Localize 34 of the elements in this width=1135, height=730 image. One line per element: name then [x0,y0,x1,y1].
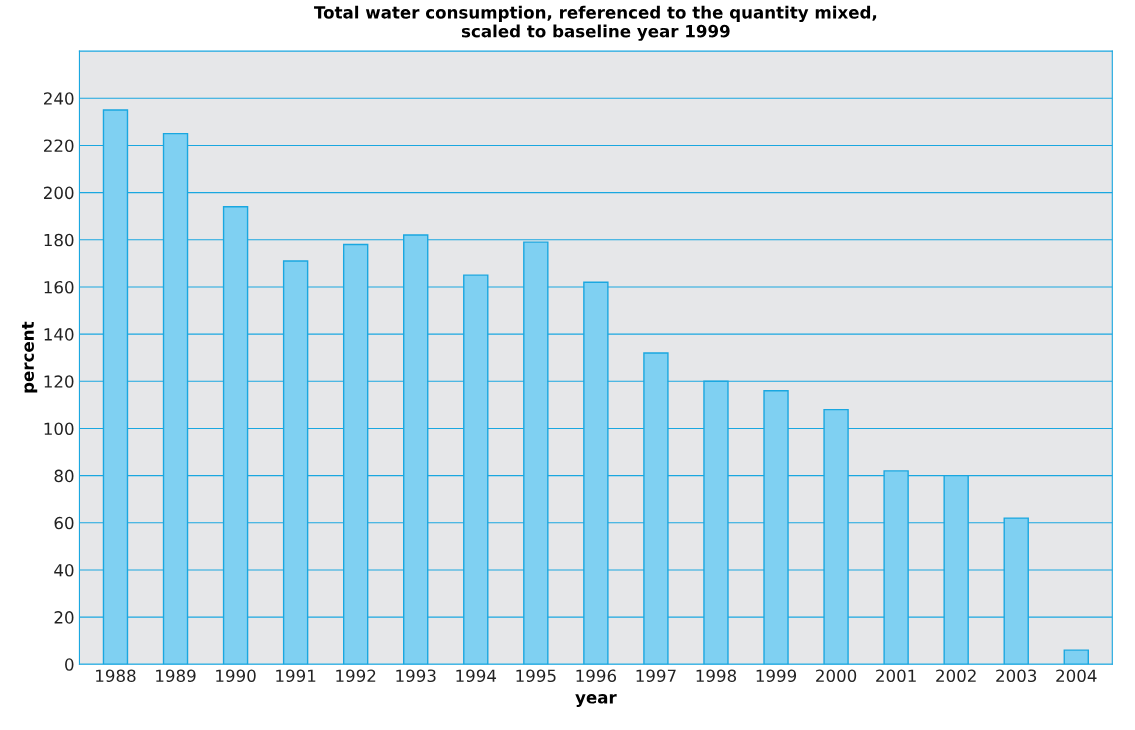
x-tick-label: 1995 [516,669,556,683]
x-tick-label: 1996 [576,669,617,683]
x-tick-label: 1999 [756,669,797,683]
y-tick-label: 60 [54,516,74,530]
y-tick-label: 160 [44,280,74,294]
x-tick-label: 2003 [996,669,1037,683]
y-tick-label: 200 [44,186,74,200]
x-tick-label: 2002 [936,669,976,683]
x-tick-label: 1988 [96,669,136,683]
x-tick-label: 1989 [156,669,196,683]
y-tick-label: 180 [44,233,74,247]
x-tick-label: 1991 [276,669,316,683]
y-tick-label: 20 [54,611,74,624]
x-axis-title: year [575,694,617,707]
bar [1063,649,1089,665]
x-tick-label: 1993 [396,669,436,683]
y-axis-title: percent [22,321,38,393]
y-tick-label: 80 [54,469,74,483]
x-tick-label: 2004 [1056,669,1097,683]
x-tick-label: 1998 [696,669,737,683]
y-tick-label: 40 [54,563,74,577]
y-tick-label: 0 [65,658,74,671]
y-tick-label: 220 [44,139,74,153]
x-tick-label: 1997 [636,669,676,683]
chart-title: Total water consumption, referenced to the quantity mixed, scaled to baseline year 1999 [314,5,877,41]
x-tick-label: 2000 [816,669,857,683]
y-tick-label: 140 [44,328,74,341]
x-tick-label: 1990 [216,669,256,683]
y-tick-label: 100 [44,422,74,436]
x-tick-label: 1994 [456,669,497,683]
x-tick-label: 1992 [336,669,376,683]
x-tick-label: 2001 [876,669,916,683]
y-tick-label: 120 [44,375,74,388]
y-tick-label: 240 [44,92,74,105]
